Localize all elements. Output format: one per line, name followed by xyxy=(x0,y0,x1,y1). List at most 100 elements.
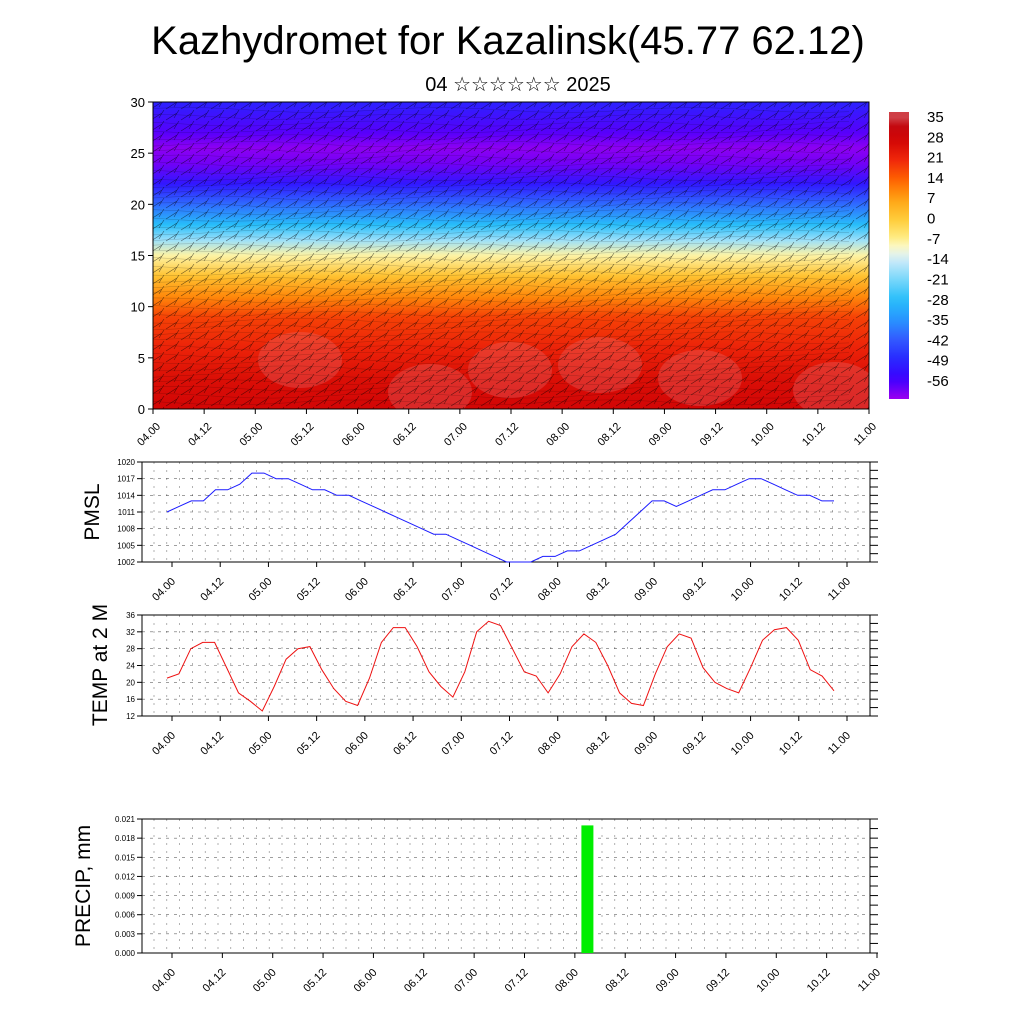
pmsl-xtick-label: 04.00 xyxy=(150,576,178,604)
precip-frame xyxy=(141,818,871,954)
wind-streak xyxy=(153,168,850,174)
temp-xtick-label: 04.12 xyxy=(198,730,226,758)
wind-streak xyxy=(153,358,850,365)
temp-xtick-label: 10.12 xyxy=(777,730,805,758)
wind-streak xyxy=(153,134,850,140)
precip-ytick-label: 0.006 xyxy=(115,911,136,920)
precip-xtick-label: 08.12 xyxy=(603,967,631,995)
precip-bar xyxy=(581,825,594,953)
colorbar-label: 28 xyxy=(927,129,944,146)
precip-ytick-label: 0.009 xyxy=(115,892,136,901)
pmsl-xtick-label: 06.12 xyxy=(391,576,419,604)
cs-xtick-label: 05.00 xyxy=(237,421,265,449)
precip-ytick-label: 0.012 xyxy=(115,872,136,881)
wind-streak xyxy=(153,182,850,188)
wind-streak xyxy=(153,338,850,344)
temp-xtick-label: 05.00 xyxy=(247,730,275,758)
wind-streak xyxy=(153,175,850,181)
pmsl-xtick-label: 07.12 xyxy=(488,576,516,604)
colorbar-label: -21 xyxy=(927,271,949,288)
precip-xtick-label: 10.00 xyxy=(754,967,782,995)
cs-ytick-label: 30 xyxy=(131,95,145,110)
cs-xtick-label: 04.00 xyxy=(135,421,163,449)
cs-ytick-label: 15 xyxy=(131,249,145,264)
wind-streak xyxy=(153,222,850,229)
temp-xtick-label: 09.00 xyxy=(632,730,660,758)
temp-xtick-label: 10.00 xyxy=(729,730,757,758)
wind-streak xyxy=(153,304,850,310)
colorbar-label: 14 xyxy=(927,170,944,187)
pmsl-series-line xyxy=(166,472,834,563)
temp-xtick-label: 09.12 xyxy=(681,730,709,758)
wind-streak xyxy=(153,148,850,154)
precip-ytick-label: 0.018 xyxy=(115,834,136,843)
figure-subtitle: 04 ☆☆☆☆☆☆ 2025 xyxy=(425,74,610,96)
cs-xtick-label: 04.12 xyxy=(186,421,214,449)
wind-streak xyxy=(153,318,850,324)
wind-streak xyxy=(153,107,850,113)
wind-streak xyxy=(153,392,850,399)
cs-xtick-label: 09.12 xyxy=(698,421,726,449)
pmsl-xtick-label: 05.12 xyxy=(295,576,323,604)
precip-xtick-label: 04.00 xyxy=(150,967,178,995)
pmsl-xtick-label: 06.00 xyxy=(343,576,371,604)
wind-streak xyxy=(153,399,850,406)
precip-xtick-label: 11.00 xyxy=(856,967,883,994)
pmsl-xtick-label: 09.00 xyxy=(632,576,660,604)
temp-xtick-label: 08.00 xyxy=(536,730,564,758)
precip-panel: 0.000 0.003 0.006 0.009 0.012 0.015 0.018 0.021… xyxy=(72,815,883,995)
pmsl-xtick-label: 11.00 xyxy=(826,576,853,603)
temp-ytick-label: 12 xyxy=(126,712,135,721)
precip-xtick-label: 04.12 xyxy=(201,967,229,995)
wind-streak xyxy=(153,161,850,168)
wind-streak xyxy=(153,270,850,276)
pmsl-ytick-label: 1020 xyxy=(117,458,135,467)
wind-streak xyxy=(153,216,850,222)
colorbar-label: -35 xyxy=(927,312,949,329)
temp-xtick-label: 05.12 xyxy=(295,730,323,758)
wind-streak xyxy=(153,324,850,331)
pmsl-xtick-label: 08.12 xyxy=(584,576,612,604)
precip-ytick-label: 0.021 xyxy=(115,815,136,824)
cs-xtick-label: 08.00 xyxy=(544,421,572,449)
precip-xtick-label: 07.12 xyxy=(503,967,531,995)
precip-ytick-label: 0.015 xyxy=(115,853,136,862)
precip-xtick-label: 05.12 xyxy=(301,967,329,995)
temp-ytick-label: 28 xyxy=(126,645,135,654)
wind-streak xyxy=(153,236,850,242)
cs-xtick-label: 11.00 xyxy=(852,421,879,448)
precip-xtick-label: 07.00 xyxy=(452,967,480,995)
wind-barbs-overlay xyxy=(153,102,869,409)
wind-streak xyxy=(153,250,850,256)
cs-ytick-label: 10 xyxy=(131,300,145,315)
colorbar-label: 21 xyxy=(927,150,944,167)
temp-xtick-label: 07.12 xyxy=(488,730,516,758)
temp-xtick-label: 08.12 xyxy=(584,730,612,758)
wind-streak xyxy=(153,386,850,392)
temp-ylabel: TEMP at 2 M xyxy=(89,604,112,726)
wind-streak xyxy=(153,114,850,120)
wind-streak xyxy=(153,352,850,358)
temp-xtick-label: 06.12 xyxy=(391,730,419,758)
precip-xtick-label: 08.00 xyxy=(553,967,581,995)
wind-streak xyxy=(153,311,849,317)
wind-streak xyxy=(153,243,850,249)
colorbar-label: -49 xyxy=(927,353,949,370)
pmsl-ytick-label: 1005 xyxy=(117,541,135,550)
wind-streak xyxy=(153,256,850,263)
pmsl-xtick-label: 10.12 xyxy=(777,576,805,604)
colorbar-label: 7 xyxy=(927,190,935,207)
pmsl-ytick-label: 1011 xyxy=(118,508,136,517)
cs-xtick-label: 09.00 xyxy=(647,421,675,449)
pmsl-ytick-label: 1014 xyxy=(117,491,135,500)
temp-ytick-label: 24 xyxy=(126,662,135,671)
figure-title: Kazhydromet for Kazalinsk(45.77 62.12) xyxy=(151,19,865,63)
pmsl-xtick-label: 08.00 xyxy=(536,576,564,604)
temp-panel: 12 16 20 24 28 32 36 04.00 04.12 05.00 05.12 06.00… xyxy=(89,604,878,758)
pmsl-ylabel: PMSL xyxy=(81,483,104,540)
cs-ytick-label: 5 xyxy=(138,351,145,366)
pmsl-ytick-label: 1017 xyxy=(117,475,135,484)
temp-series-line xyxy=(166,620,835,712)
colorbar-label: -7 xyxy=(927,231,940,248)
